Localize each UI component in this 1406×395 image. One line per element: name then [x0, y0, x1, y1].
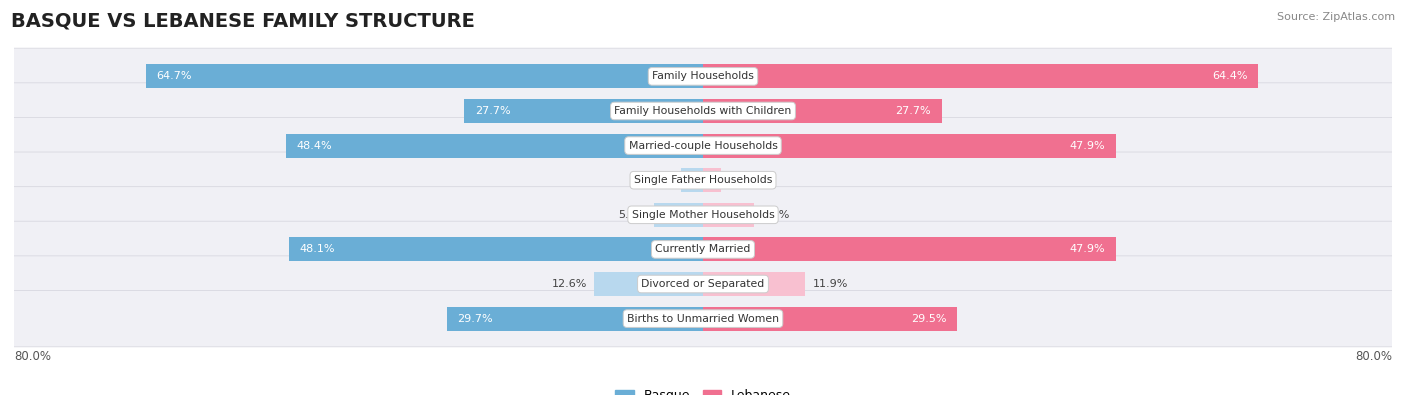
Legend: Basque, Lebanese: Basque, Lebanese [610, 384, 796, 395]
Bar [464, 99, 703, 123]
Text: 27.7%: 27.7% [896, 106, 931, 116]
Text: Single Father Households: Single Father Households [634, 175, 772, 185]
FancyBboxPatch shape [11, 152, 1395, 209]
Text: 5.9%: 5.9% [761, 210, 789, 220]
Bar [703, 307, 957, 331]
Text: 2.5%: 2.5% [647, 175, 675, 185]
FancyBboxPatch shape [11, 221, 1395, 278]
Text: Single Mother Households: Single Mother Households [631, 210, 775, 220]
Text: Family Households: Family Households [652, 71, 754, 81]
Bar [146, 64, 703, 88]
Text: 11.9%: 11.9% [813, 279, 848, 289]
Bar [703, 168, 721, 192]
FancyBboxPatch shape [11, 186, 1395, 243]
Text: 47.9%: 47.9% [1070, 245, 1105, 254]
Text: Divorced or Separated: Divorced or Separated [641, 279, 765, 289]
FancyBboxPatch shape [11, 290, 1395, 347]
Text: 80.0%: 80.0% [14, 350, 51, 363]
Text: Married-couple Households: Married-couple Households [628, 141, 778, 150]
Text: Source: ZipAtlas.com: Source: ZipAtlas.com [1277, 12, 1395, 22]
Bar [447, 307, 703, 331]
Bar [703, 203, 754, 227]
Text: 48.4%: 48.4% [297, 141, 332, 150]
Text: 29.7%: 29.7% [457, 314, 494, 324]
Text: 80.0%: 80.0% [1355, 350, 1392, 363]
Bar [682, 168, 703, 192]
Text: 64.4%: 64.4% [1212, 71, 1247, 81]
Text: 12.6%: 12.6% [553, 279, 588, 289]
Text: 2.1%: 2.1% [728, 175, 756, 185]
Bar [703, 99, 942, 123]
Bar [287, 134, 703, 158]
Text: 29.5%: 29.5% [911, 314, 946, 324]
Text: 64.7%: 64.7% [156, 71, 191, 81]
Text: BASQUE VS LEBANESE FAMILY STRUCTURE: BASQUE VS LEBANESE FAMILY STRUCTURE [11, 12, 475, 31]
Text: Births to Unmarried Women: Births to Unmarried Women [627, 314, 779, 324]
FancyBboxPatch shape [11, 48, 1395, 105]
Bar [703, 272, 806, 296]
Text: 27.7%: 27.7% [475, 106, 510, 116]
FancyBboxPatch shape [11, 256, 1395, 312]
FancyBboxPatch shape [11, 83, 1395, 139]
Text: Family Households with Children: Family Households with Children [614, 106, 792, 116]
Bar [703, 134, 1115, 158]
Text: 5.7%: 5.7% [619, 210, 647, 220]
Bar [288, 237, 703, 261]
Bar [595, 272, 703, 296]
Bar [703, 237, 1115, 261]
Bar [654, 203, 703, 227]
Text: Currently Married: Currently Married [655, 245, 751, 254]
Bar [703, 64, 1257, 88]
Text: 48.1%: 48.1% [299, 245, 335, 254]
Text: 47.9%: 47.9% [1070, 141, 1105, 150]
FancyBboxPatch shape [11, 117, 1395, 174]
